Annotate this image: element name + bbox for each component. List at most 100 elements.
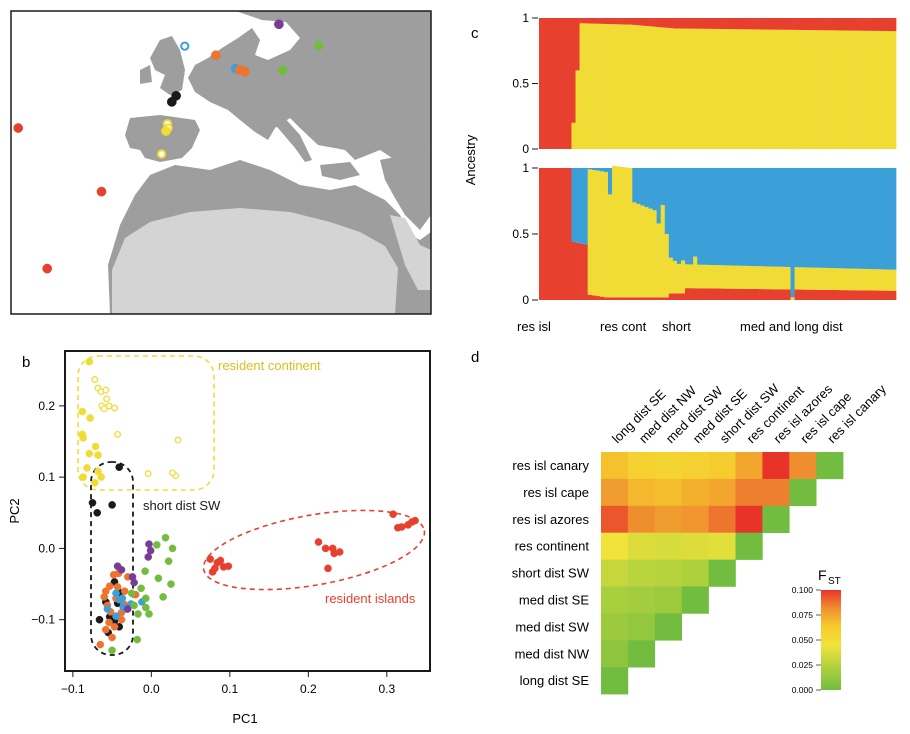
- pca-point-red: [321, 544, 330, 553]
- ancestry-bar-red: [567, 168, 572, 300]
- ancestry-bar-blue: [766, 168, 771, 267]
- fst-row-label: res continent: [515, 539, 590, 554]
- ancestry-bar-red: [762, 18, 767, 30]
- ancestry-bar-red: [603, 18, 609, 24]
- ancestry-bar-yellow: [693, 28, 698, 150]
- fst-diagonal-cell: [654, 613, 682, 641]
- ancestry-bar-blue: [717, 168, 722, 266]
- ancestry-bar-red: [620, 297, 625, 300]
- ancestry-bar-yellow: [843, 268, 848, 291]
- ancestry-bar-yellow: [603, 23, 609, 150]
- ancestry-bar-yellow: [607, 24, 613, 149]
- ancestry-bar-red: [636, 297, 641, 300]
- fst-cell: [601, 586, 629, 614]
- ancestry-bar-blue: [697, 168, 702, 265]
- fst-diagonal-cell: [627, 640, 656, 668]
- fst-cell: [654, 452, 682, 480]
- pca-y-tick-label: 0.0: [38, 541, 55, 555]
- ancestry-bar-yellow: [802, 267, 808, 290]
- ancestry-bar-blue: [754, 168, 759, 267]
- ancestry-bar-yellow: [891, 269, 897, 291]
- pca-point-blue: [112, 612, 120, 620]
- map-sample-sites: [13, 19, 324, 274]
- ancestry-bar-blue: [891, 168, 897, 270]
- ancestry-bar-yellow: [733, 29, 739, 150]
- fst-colorbar: F ST 0.000 0.025 0.050 0.075 0.100: [792, 567, 841, 695]
- ancestry-bar-yellow: [693, 256, 698, 289]
- pca-points: [78, 357, 419, 655]
- pca-point-green: [141, 567, 149, 576]
- ancestry-bar-red: [835, 290, 840, 300]
- ancestry-bar-red: [758, 289, 763, 300]
- map-point-red: [13, 123, 24, 133]
- ancestry-bar-red: [640, 297, 645, 300]
- fst-diagonal-cell: [816, 452, 844, 480]
- ancestry-bar-red: [701, 288, 706, 300]
- pca-y-tick-label: 0.1: [38, 470, 55, 484]
- ancestry-bar-red: [616, 18, 621, 25]
- ancestry-bar-red: [579, 18, 584, 24]
- ancestry-bar-red: [632, 18, 637, 25]
- ancestry-bar-red: [607, 297, 613, 300]
- ancestry-bar-yellow: [607, 194, 613, 298]
- map-point-green: [277, 65, 288, 76]
- ancestry-bar-blue: [701, 168, 706, 265]
- pca-point-yellow: [91, 442, 100, 451]
- pca-x-tick-label: 0.3: [378, 682, 395, 696]
- ancestry-bar-red: [628, 297, 633, 300]
- map-point-yellow: [161, 126, 171, 136]
- pca-annotations: resident continent short dist SW residen…: [77, 355, 426, 656]
- ancestry-bar-red: [709, 288, 714, 300]
- pca-point-purple: [130, 578, 138, 587]
- ancestry-group-label: med and long dist: [740, 319, 843, 334]
- pca-point-green: [137, 584, 145, 593]
- ancestry-bar-yellow: [632, 202, 637, 298]
- ancestry-bar-yellow: [652, 26, 657, 150]
- ancestry-bar-yellow: [875, 269, 881, 291]
- ancestry-bar-blue: [798, 168, 804, 268]
- ancestry-bar-yellow: [579, 23, 584, 150]
- ancestry-bar-yellow: [616, 166, 621, 298]
- ancestry-bar-red: [567, 18, 572, 149]
- ancestry-bar-yellow: [648, 26, 653, 149]
- ancestry-bar-blue: [843, 168, 848, 269]
- map-point-red: [96, 186, 107, 197]
- ancestry-bar-yellow: [839, 268, 844, 291]
- pca-point-purple: [144, 553, 152, 561]
- fst-row-labels: res isl canary res isl cape res isl azores…: [512, 458, 590, 688]
- ancestry-bar-red: [725, 288, 731, 300]
- ancestry-bar-yellow: [883, 31, 889, 150]
- ancestry-bar-red: [733, 288, 739, 300]
- ancestry-group-label: short: [662, 319, 691, 334]
- ancestry-bar-red: [810, 289, 816, 300]
- fst-cell: [654, 586, 682, 614]
- ancestry-bar-red: [729, 288, 735, 300]
- ancestry-bar-yellow: [786, 29, 791, 150]
- ancestry-bar-blue: [839, 168, 844, 269]
- ancestry-bar-blue: [737, 168, 743, 266]
- ancestry-bar-red: [887, 290, 893, 300]
- pca-point-yellow: [174, 436, 182, 444]
- ancestry-bar-yellow: [745, 265, 751, 289]
- pca-point-red: [389, 510, 397, 519]
- ancestry-bar-red: [851, 18, 856, 31]
- ancestry-k3: [539, 165, 897, 300]
- ancestry-bar-red: [583, 244, 589, 300]
- fst-diagonal-cell: [762, 505, 790, 533]
- map-point-orange: [240, 66, 250, 77]
- ancestry-bar-yellow: [863, 268, 868, 291]
- fst-cell: [627, 478, 656, 507]
- ancestry-bar-red: [689, 18, 694, 29]
- map-point-purple: [274, 19, 284, 30]
- ancestry-bar-yellow: [871, 269, 877, 291]
- ancestry-bar-yellow: [843, 30, 848, 150]
- ancestry-bar-red: [599, 296, 605, 300]
- fst-cell: [681, 532, 709, 560]
- fst-cell: [627, 532, 656, 560]
- ancestry-bar-red: [543, 18, 548, 149]
- ancestry-bar-yellow: [676, 263, 682, 294]
- ancestry-bar-red: [766, 289, 771, 300]
- pca-point-black: [93, 508, 101, 517]
- ancestry-bar-yellow: [717, 28, 722, 149]
- fst-cell: [681, 452, 709, 480]
